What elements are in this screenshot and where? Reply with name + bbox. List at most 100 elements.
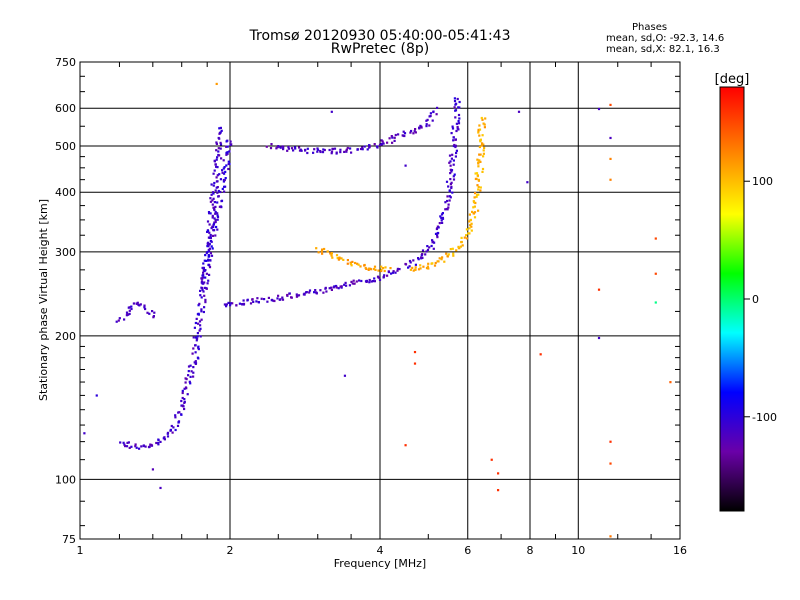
scatter-point [180, 413, 183, 416]
scatter-point [346, 262, 349, 265]
scatter-point [409, 268, 412, 271]
scatter-point [467, 232, 470, 235]
scatter-point [293, 146, 297, 149]
scatter-point [407, 266, 410, 269]
scatter-point [174, 416, 177, 419]
scatter-point [205, 287, 208, 290]
scatter-point [370, 280, 373, 283]
scatter-point [425, 125, 428, 128]
scatter-point [434, 261, 437, 265]
scatter-point [211, 247, 214, 250]
scatter-point [204, 259, 208, 262]
scatter-point [95, 394, 98, 397]
scatter-point [413, 130, 416, 133]
scatter-point [411, 266, 414, 269]
scatter-point [281, 296, 284, 299]
scatter-point [452, 178, 456, 181]
scatter-point [394, 133, 397, 137]
scatter-point [436, 236, 439, 239]
scatter-point [214, 218, 217, 222]
scatter-point [218, 127, 221, 130]
colorbar-tick-label: 100 [752, 175, 773, 188]
scatter-point [483, 126, 486, 129]
scatter-point [439, 215, 442, 218]
scatter-point [481, 134, 484, 137]
scatter-point [197, 304, 200, 307]
scatter-point [216, 156, 219, 159]
scatter-point [431, 239, 434, 242]
x-tick-label: 1 [77, 544, 84, 557]
scatter-point [450, 132, 453, 135]
scatter-point [299, 148, 302, 151]
scatter-point [195, 339, 198, 342]
scatter-points [83, 82, 672, 538]
scatter-point [451, 247, 454, 250]
scatter-point [517, 110, 521, 113]
scatter-point [389, 267, 392, 270]
scatter-point [215, 158, 218, 161]
scatter-point [465, 237, 469, 240]
scatter-point [445, 180, 449, 183]
scatter-point [227, 167, 230, 171]
scatter-point [212, 197, 215, 200]
scatter-point [376, 145, 379, 148]
scatter-point [317, 251, 320, 254]
scatter-point [350, 151, 353, 154]
scatter-point [323, 148, 326, 152]
scatter-point [363, 145, 366, 148]
scatter-point [286, 293, 289, 297]
scatter-point [473, 201, 476, 204]
scatter-point [226, 151, 229, 154]
scatter-point [440, 213, 444, 216]
scatter-point [421, 253, 424, 256]
scatter-point [479, 160, 482, 163]
chart-subtitle: RwPretec (8p) [330, 41, 430, 57]
scatter-point [390, 272, 393, 275]
scatter-point [346, 146, 349, 150]
scatter-point [162, 437, 165, 440]
scatter-point [183, 387, 186, 390]
scatter-point [373, 265, 377, 268]
y-tick-label: 75 [62, 533, 76, 546]
scatter-point [428, 115, 431, 118]
scatter-point [448, 195, 451, 198]
scatter-point [319, 150, 322, 153]
scatter-point [433, 241, 436, 244]
scatter-point [482, 122, 485, 125]
scatter-point [213, 217, 216, 220]
scatter-point [328, 287, 331, 290]
scatter-point [276, 146, 279, 149]
phases-o-stats: mean, sd,O: -92.3, 14.6 [606, 33, 725, 44]
scatter-point [181, 396, 184, 400]
scatter-point [654, 301, 657, 304]
scatter-point [207, 241, 210, 244]
scatter-point [229, 304, 232, 307]
scatter-point [479, 186, 482, 189]
scatter-point [459, 245, 462, 248]
scatter-point [373, 267, 376, 271]
scatter-point [351, 282, 354, 285]
colorbar [720, 87, 744, 511]
scatter-point [144, 445, 147, 448]
scatter-point [477, 161, 480, 164]
scatter-point [279, 298, 282, 301]
scatter-point [427, 262, 430, 265]
scatter-point [440, 219, 443, 222]
scatter-point [134, 443, 137, 446]
scatter-point [136, 301, 139, 304]
scatter-point [426, 245, 429, 248]
scatter-point [346, 259, 349, 262]
scatter-point [453, 143, 456, 147]
scatter-point [200, 286, 203, 289]
scatter-point [322, 291, 325, 294]
scatter-point [183, 398, 186, 401]
scatter-point [211, 214, 214, 217]
scatter-point [446, 208, 449, 211]
scatter-point [211, 199, 214, 202]
scatter-point [294, 147, 297, 150]
scatter-point [144, 307, 147, 311]
scatter-point [287, 147, 290, 150]
scatter-point [194, 321, 197, 325]
scatter-point [452, 159, 455, 162]
scatter-point [343, 374, 347, 377]
